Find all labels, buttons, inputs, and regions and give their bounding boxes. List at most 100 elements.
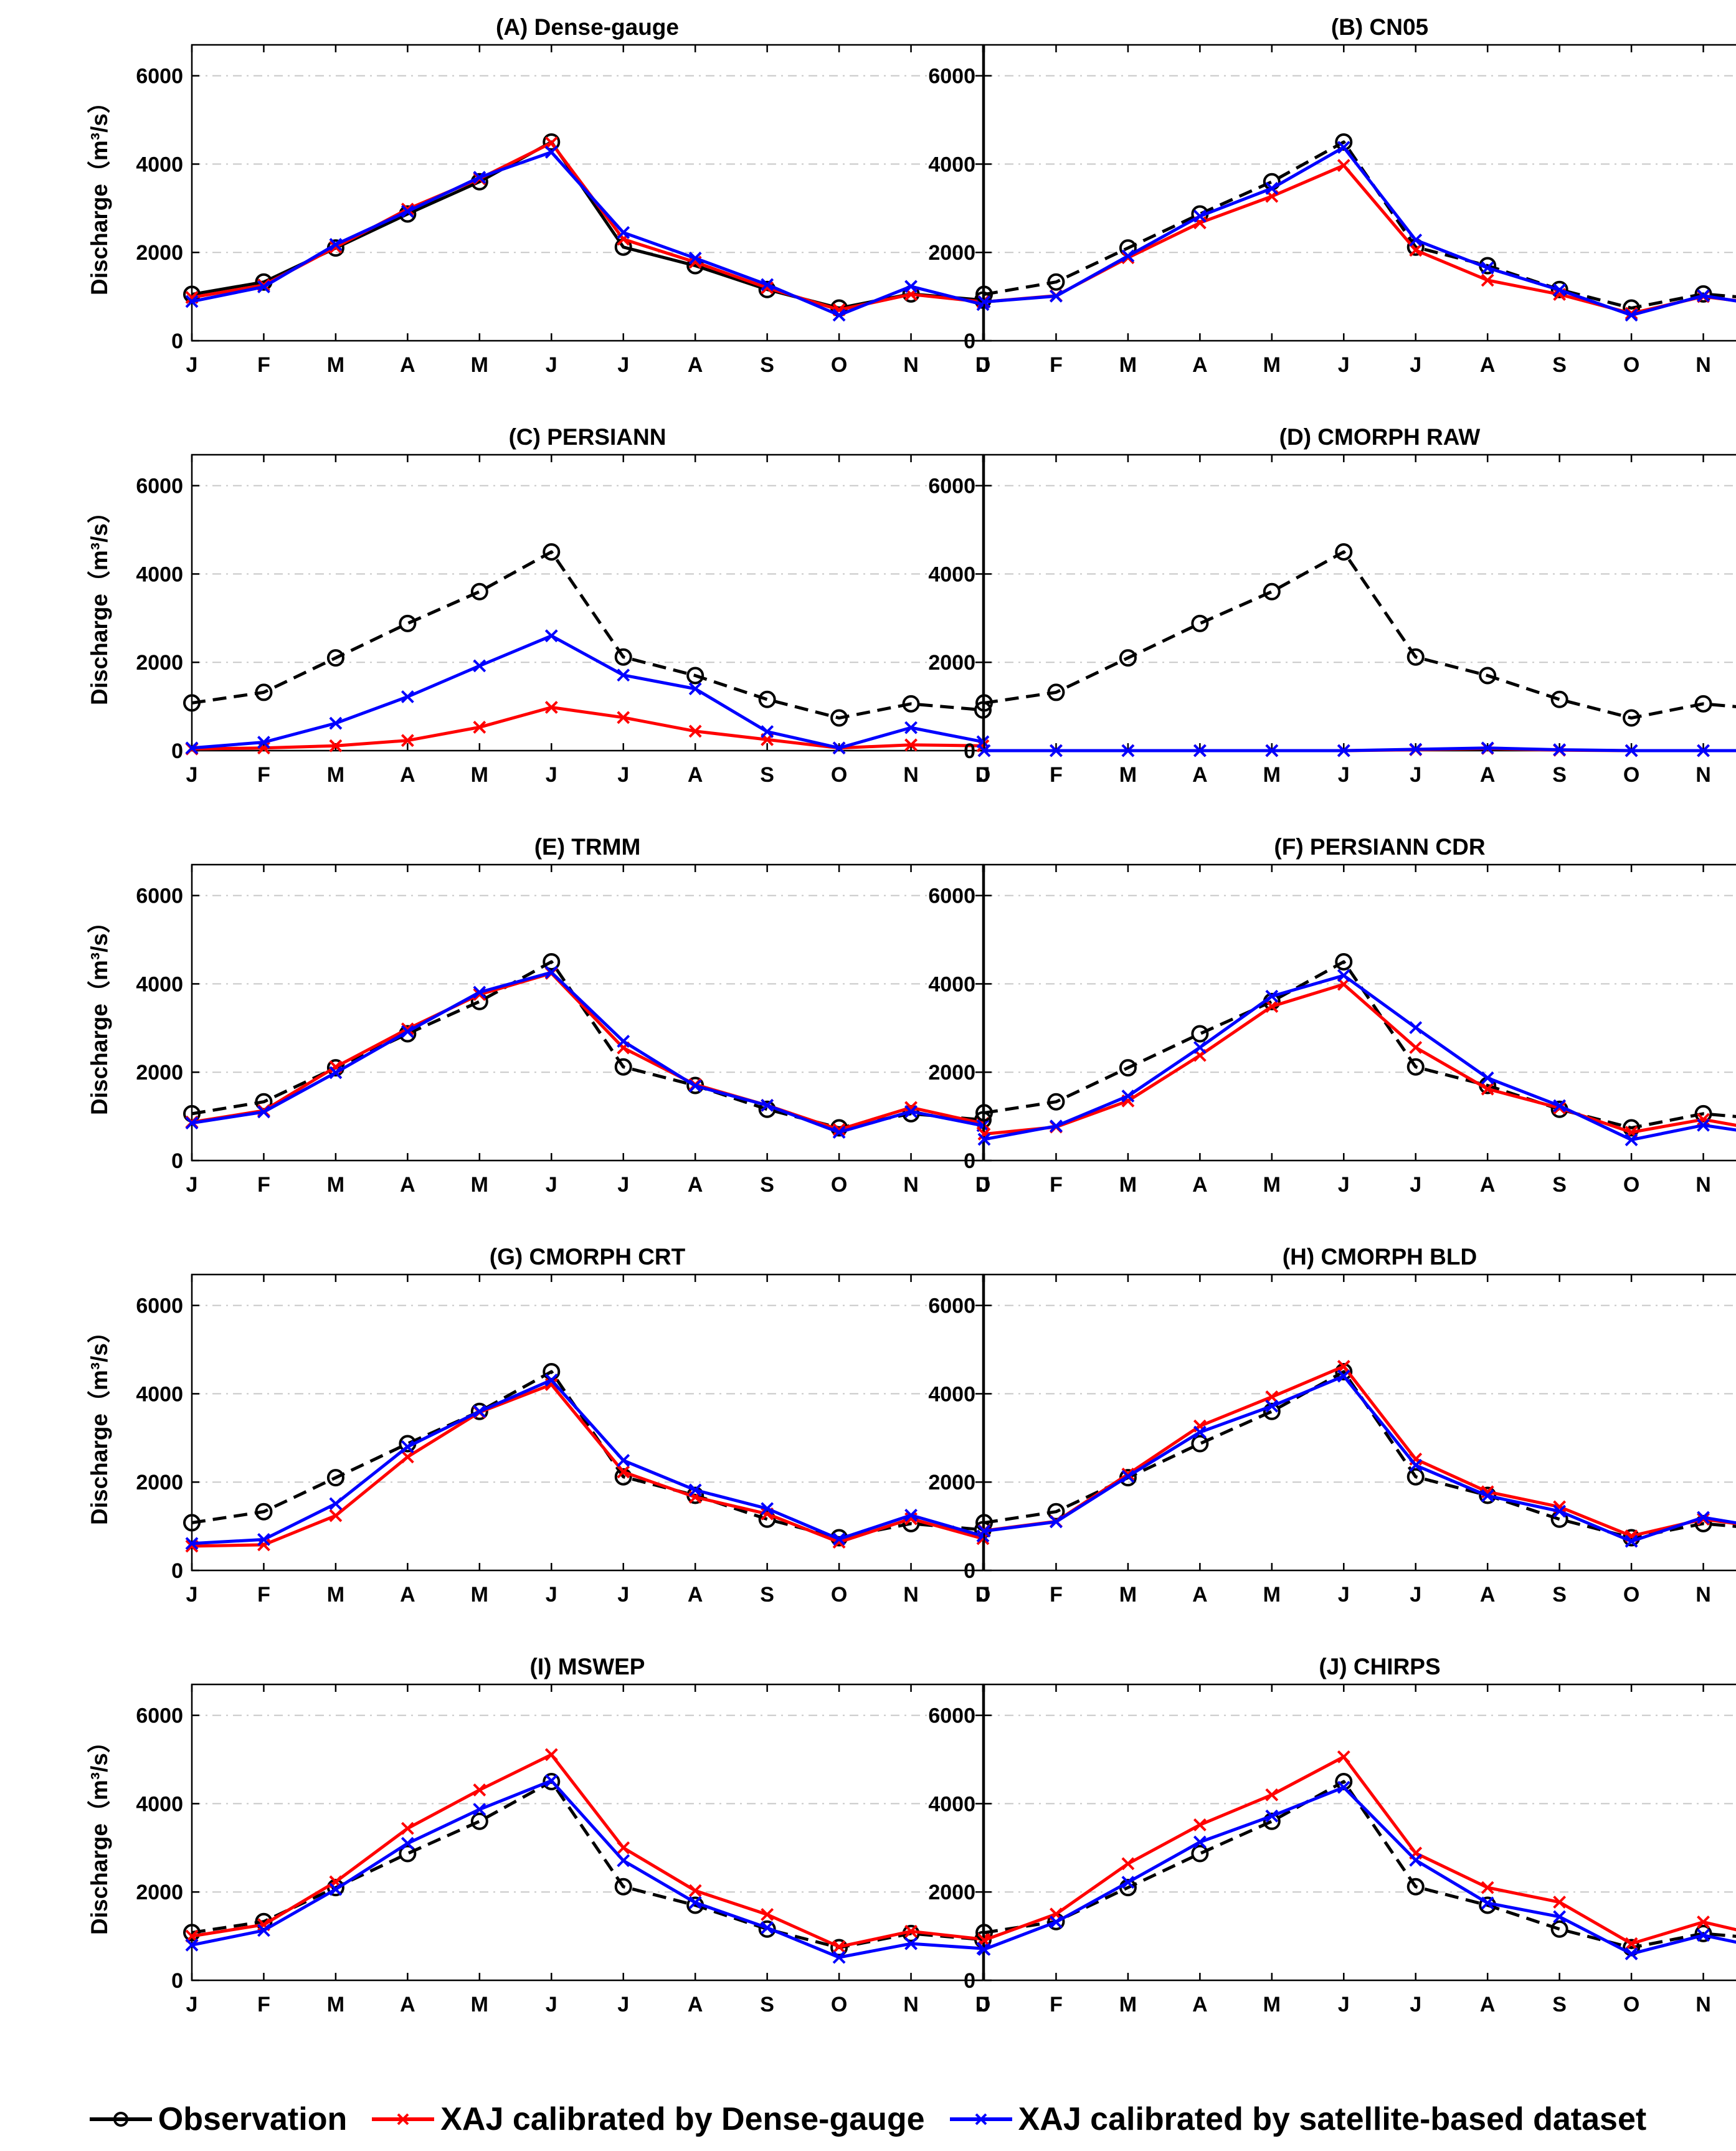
y-tick-label: 2000 (136, 1471, 183, 1494)
x-tick-label: J (1410, 353, 1421, 377)
x-tick-label: J (1410, 1993, 1421, 2016)
data-point-observation (543, 952, 561, 971)
data-point-observation (1406, 1058, 1425, 1076)
data-point-sat (761, 725, 774, 738)
panel-7: (H) CMORPH BLD 0 2000 4000 6000 J F M A M J J A S O N D (928, 1244, 1736, 1607)
series-line-sat (984, 1785, 1736, 1955)
data-point-sat (1553, 1504, 1567, 1518)
series-line-dense (191, 706, 984, 751)
data-point-sat (832, 1950, 846, 1964)
y-tick-label: 6000 (136, 885, 183, 908)
panel-5: (F) PERSIANN CDR 0 2000 4000 6000 J F M A M J J A S O N… (928, 834, 1736, 1197)
data-point-sat (977, 1132, 991, 1146)
data-point-sat (1625, 744, 1638, 757)
data-point-sat (401, 204, 414, 218)
y-axis-label: Discharge（m³/s） (87, 910, 112, 1115)
x-tick-label: J (979, 763, 990, 787)
data-point-sat (1121, 1876, 1135, 1889)
data-point-dense (688, 724, 702, 738)
data-point-sat (1337, 969, 1350, 982)
series-line-sat (191, 1779, 984, 1959)
data-point-sat (1121, 249, 1135, 263)
panel-3: (D) CMORPH RAW 0 2000 4000 6000 J F M A M J J A S O N D (928, 424, 1736, 787)
data-point-observation (1694, 695, 1712, 713)
data-point-sat (401, 690, 414, 703)
panel-0: (A) Dense-gauge 0 2000 4000 6000 J F M A M J J A S O N D… (87, 14, 992, 377)
x-tick-label: F (1050, 353, 1063, 377)
data-point-sat (1409, 743, 1423, 756)
data-point-observation (183, 694, 201, 712)
legend-swatch-dense (372, 2113, 435, 2125)
data-point-dense (329, 739, 343, 753)
x-tick-label: O (1623, 763, 1639, 787)
data-point-sat (1625, 1133, 1638, 1147)
data-point-observation (399, 614, 417, 632)
x-tick-label: O (1623, 1173, 1639, 1197)
x-tick-label: O (831, 1993, 847, 2016)
data-point-dense (544, 136, 558, 150)
data-point-sat (1409, 1021, 1423, 1035)
x-tick-label: M (1119, 763, 1137, 787)
x-tick-label: O (1623, 1583, 1639, 1607)
series-line-sat (984, 974, 1736, 1142)
y-tick-label: 6000 (136, 1704, 183, 1728)
x-tick-label: J (1338, 1583, 1350, 1607)
series-line-dense (191, 971, 984, 1131)
y-tick-label: 6000 (136, 65, 183, 88)
x-tick-label: J (186, 353, 198, 377)
plot-frame (191, 44, 984, 342)
data-point-sat (1050, 744, 1063, 757)
data-point-sat (1337, 1780, 1350, 1794)
data-point-sat (1697, 1511, 1710, 1524)
x-tick-label: F (1050, 1993, 1063, 2016)
plot-frame (191, 453, 984, 752)
x-tick-label: S (760, 763, 774, 787)
data-point-sat (832, 1126, 846, 1139)
x-tick-label: J (979, 1173, 990, 1197)
y-tick-label: 0 (171, 330, 183, 353)
x-tick-label: J (617, 1993, 629, 2016)
series-line-sat (984, 746, 1736, 753)
y-tick-label: 6000 (928, 65, 975, 88)
data-point-observation (1694, 1924, 1712, 1942)
x-tick-label: A (688, 1173, 703, 1197)
data-point-observation (1623, 709, 1641, 727)
x-tick-label: O (1623, 1993, 1639, 2016)
x-tick-label: J (617, 353, 629, 377)
x-tick-label: M (471, 1583, 488, 1607)
x-tick-label: A (400, 1993, 415, 2016)
data-point-sat (617, 1854, 630, 1868)
data-point-observation (543, 1772, 561, 1790)
data-point-observation (1550, 1920, 1568, 1938)
data-point-dense (1337, 1360, 1350, 1373)
series-line-sat (191, 1378, 984, 1546)
series-line-observation (191, 550, 984, 720)
data-point-dense (1337, 1750, 1350, 1764)
x-tick-label: J (186, 1993, 198, 2016)
x-tick-label: M (471, 1993, 488, 2016)
data-point-sat (1553, 1099, 1567, 1113)
x-tick-label: O (1623, 353, 1639, 377)
data-point-dense (688, 1884, 702, 1897)
y-tick-label: 4000 (136, 1792, 183, 1816)
data-point-sat (1193, 1041, 1207, 1054)
data-point-sat (1193, 209, 1207, 223)
data-point-sat (185, 741, 199, 755)
y-axis-label: Discharge（m³/s） (87, 1320, 112, 1525)
data-point-sat (617, 226, 630, 239)
panel-title: (J) CHIRPS (1319, 1654, 1440, 1679)
series-line-dense (984, 1364, 1736, 1538)
data-point-observation (975, 694, 993, 712)
data-point-dense (1265, 1788, 1279, 1802)
data-point-sat (257, 736, 270, 749)
series-line-dense (191, 141, 984, 311)
data-point-dense (904, 1924, 918, 1938)
data-point-sat (1697, 289, 1710, 303)
data-point-sat (1265, 1399, 1279, 1413)
x-tick-label: J (546, 1993, 557, 2016)
data-point-observation (1406, 1468, 1425, 1486)
series-line-dense (191, 1753, 984, 1949)
legend-label-sat: XAJ calibrated by satellite-based datase… (1018, 2101, 1647, 2137)
data-point-sat (544, 1774, 558, 1787)
x-tick-label: S (760, 1583, 774, 1607)
